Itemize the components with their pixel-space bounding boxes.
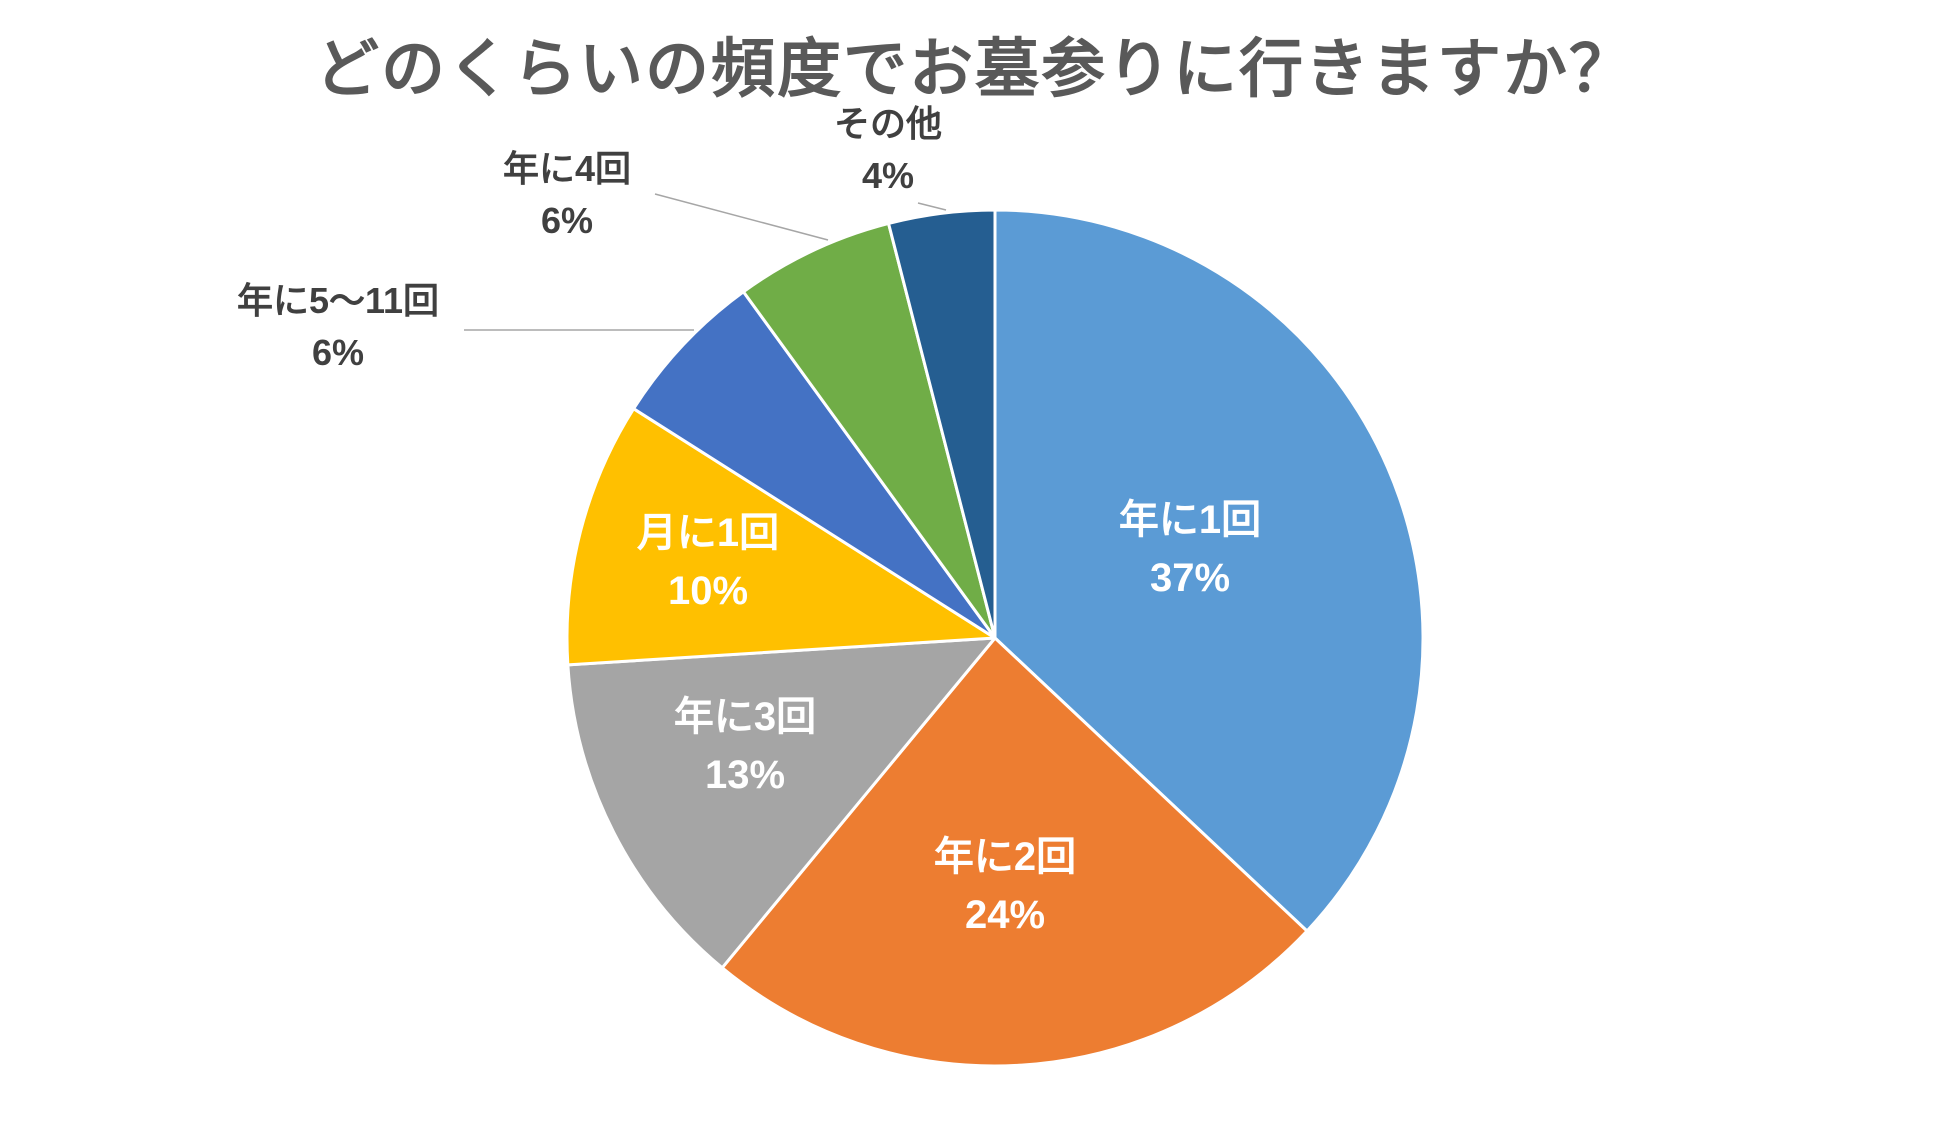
slice-label: その他 xyxy=(834,103,942,144)
pie-slice xyxy=(720,636,1309,1068)
leader-line xyxy=(654,193,829,241)
pie-wedges xyxy=(565,208,1425,1068)
slice-label: 年に2回 xyxy=(934,835,1076,879)
slice-percent: 6% xyxy=(312,332,364,373)
pie-slice xyxy=(993,208,1425,933)
slice-label: 年に4回 xyxy=(503,148,631,189)
pie-slice xyxy=(566,636,997,970)
pie-slice xyxy=(887,208,997,640)
slice-percent: 10% xyxy=(668,569,748,613)
slice-percent: 4% xyxy=(862,155,914,196)
pie-slice xyxy=(632,290,997,640)
slice-percent: 13% xyxy=(705,753,785,797)
slice-label: 年に5～11回 xyxy=(237,280,439,321)
slice-percent: 37% xyxy=(1150,556,1230,600)
data-labels: 年に1回 37% 年に2回 24% 年に3回 13% 月に1回 10% 年に5～11回 6% 年に4… xyxy=(237,103,1261,937)
chart-title: どのくらいの頻度でお墓参りに行きますか？ xyxy=(315,33,1635,107)
slice-label: 月に1回 xyxy=(637,511,779,555)
slice-label: 年に3回 xyxy=(674,695,816,739)
pie-slice xyxy=(565,407,997,667)
slice-percent: 6% xyxy=(541,200,593,241)
pie-slice xyxy=(741,221,997,640)
slice-label: 年に1回 xyxy=(1119,498,1261,542)
leader-line xyxy=(917,202,947,211)
slice-percent: 24% xyxy=(965,893,1045,937)
